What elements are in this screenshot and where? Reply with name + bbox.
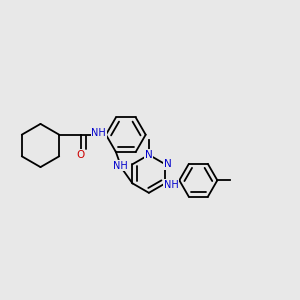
Text: NH: NH (164, 180, 179, 190)
Text: N: N (164, 159, 172, 169)
Text: O: O (77, 149, 85, 160)
Text: N: N (145, 150, 153, 160)
Text: NH: NH (113, 161, 128, 171)
Text: NH: NH (92, 128, 106, 138)
